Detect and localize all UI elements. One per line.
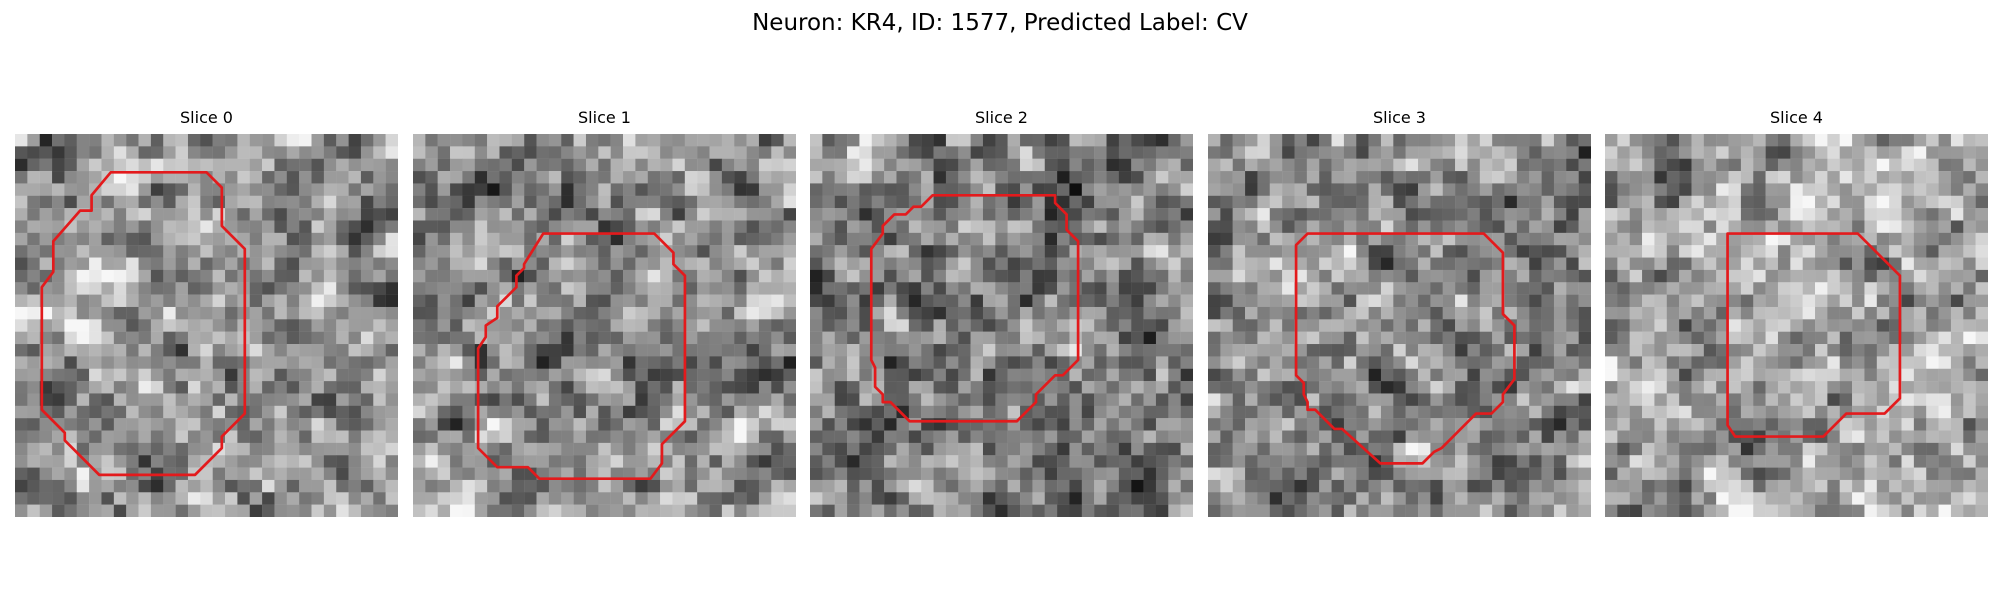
slice-image <box>413 134 796 517</box>
pixel-grid <box>15 134 398 517</box>
pixel-grid <box>810 134 1193 517</box>
panel-title: Slice 3 <box>1373 108 1426 127</box>
panel-slice-0: Slice 0 <box>15 108 398 517</box>
neuron-outline <box>1726 232 1902 438</box>
pixel-grid <box>1605 134 1988 517</box>
panel-slice-4: Slice 4 <box>1605 108 1988 517</box>
panel-slice-3: Slice 3 <box>1208 108 1591 517</box>
panel-title: Slice 1 <box>578 108 631 127</box>
figure-title: Neuron: KR4, ID: 1577, Predicted Label: … <box>752 10 1248 36</box>
slice-image <box>1605 134 1988 517</box>
neuron-outline <box>1294 232 1516 465</box>
neuron-outline <box>869 193 1080 423</box>
slice-image <box>1208 134 1591 517</box>
neuron-outline <box>476 232 687 481</box>
pixel-grid <box>1208 134 1591 517</box>
neuron-outline <box>40 170 247 477</box>
slice-image <box>15 134 398 517</box>
panel-title: Slice 0 <box>180 108 233 127</box>
panel-title: Slice 4 <box>1770 108 1823 127</box>
panel-title: Slice 2 <box>975 108 1028 127</box>
slice-image <box>810 134 1193 517</box>
pixel-grid <box>413 134 796 517</box>
panel-slice-2: Slice 2 <box>810 108 1193 517</box>
panel-slice-1: Slice 1 <box>413 108 796 517</box>
